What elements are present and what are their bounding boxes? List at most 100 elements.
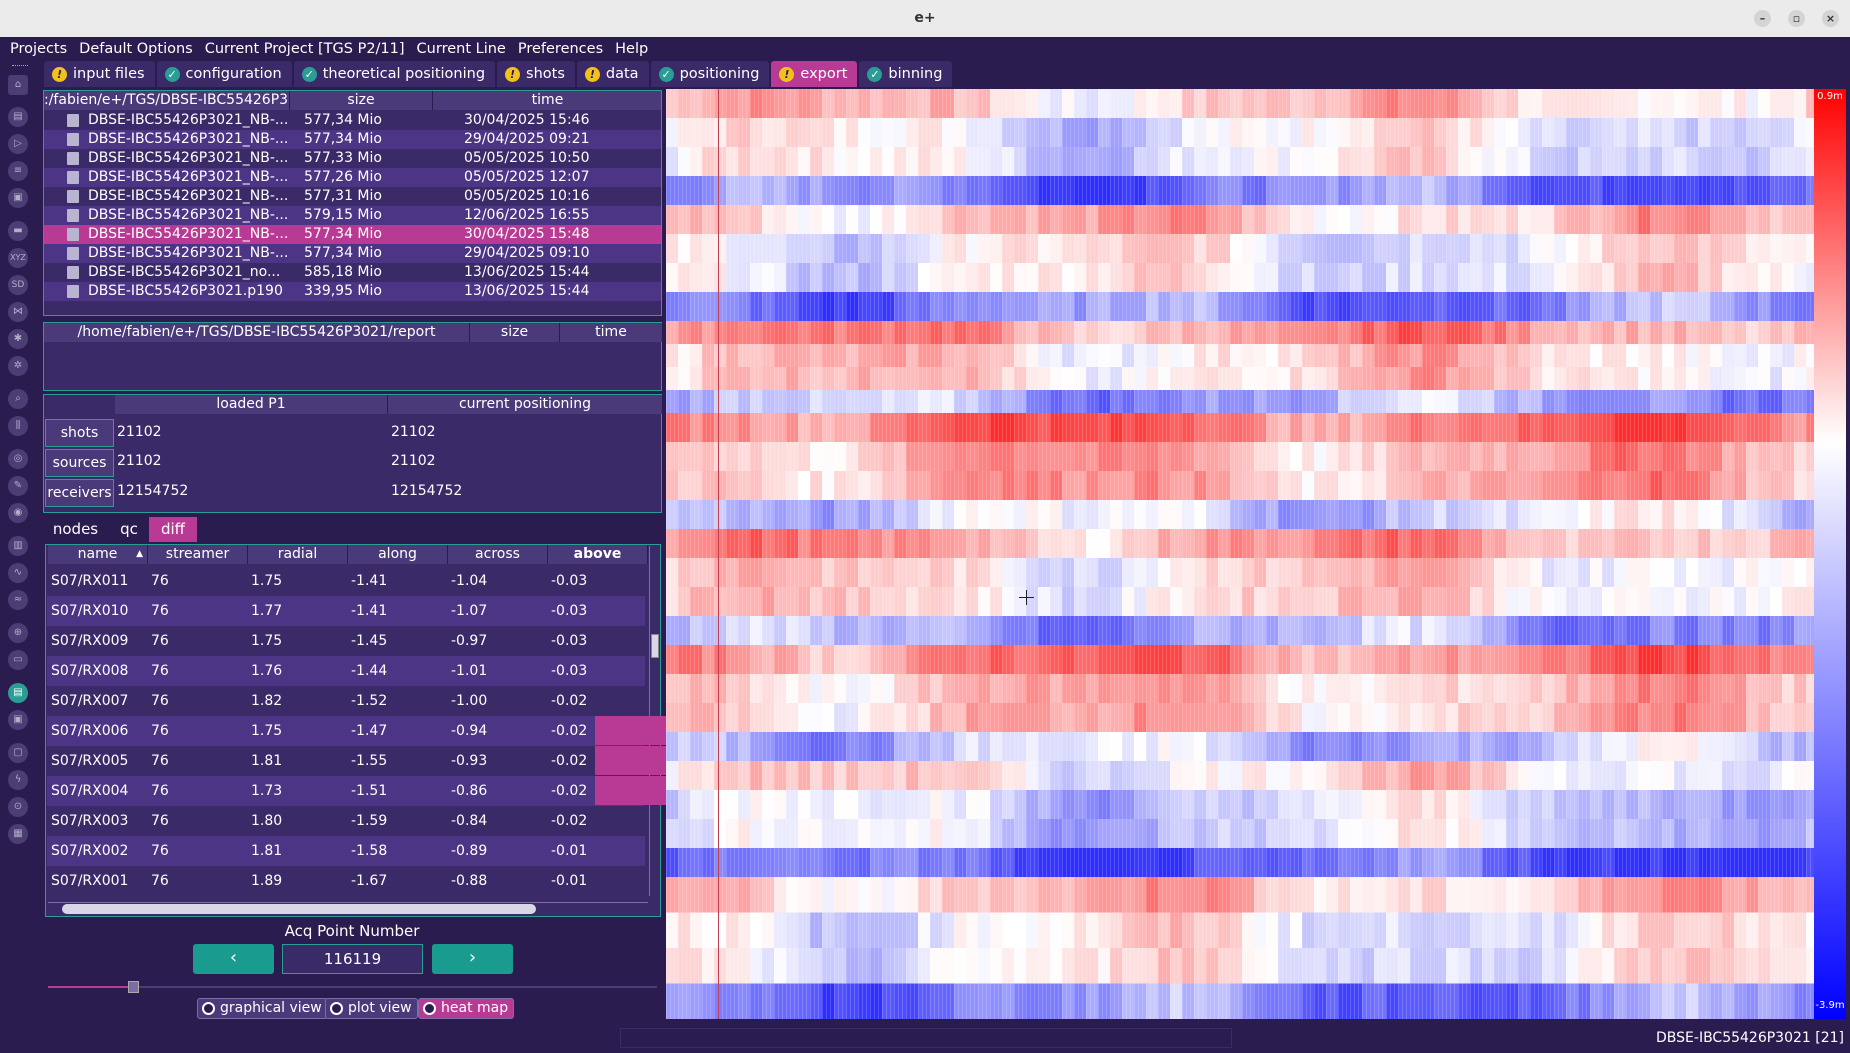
heatmap-cell bbox=[1206, 205, 1219, 235]
heatmap-stripe bbox=[674, 89, 675, 1019]
lock-icon[interactable]: ⌂ bbox=[8, 75, 28, 95]
table-row[interactable]: S07/RX007 76 1.82 -1.52 -1.00 -0.02 bbox=[47, 686, 645, 716]
horizontal-scrollbar[interactable] bbox=[48, 902, 648, 915]
archive-icon[interactable]: ▦ bbox=[8, 824, 28, 844]
pen-icon[interactable]: ✎ bbox=[8, 476, 28, 496]
subtab-diff[interactable]: diff bbox=[149, 517, 197, 542]
heatmap-cell bbox=[1806, 616, 1814, 646]
table-row[interactable]: S07/RX003 76 1.80 -1.59 -0.84 -0.02 bbox=[47, 806, 645, 836]
heatmap-cell bbox=[1506, 819, 1519, 849]
next-acq-button[interactable]: › bbox=[432, 944, 513, 974]
minimize-icon[interactable]: – bbox=[1754, 10, 1771, 27]
camera-icon[interactable]: ◉ bbox=[8, 503, 28, 523]
heatmap-cell bbox=[702, 442, 715, 472]
table-row[interactable]: S07/RX004 76 1.73 -1.51 -0.86 -0.02 bbox=[47, 776, 693, 806]
file-row[interactable]: DBSE-IBC55426P3021_NB-... 577,34 Mio 29/04… bbox=[44, 130, 661, 149]
table-row[interactable]: S07/RX002 76 1.81 -1.58 -0.89 -0.01 bbox=[47, 836, 645, 866]
filter-icon[interactable]: ≡ bbox=[8, 161, 28, 181]
subtab-qc[interactable]: qc bbox=[120, 520, 138, 538]
table-row[interactable]: S07/RX001 76 1.89 -1.67 -0.88 -0.01 bbox=[47, 866, 645, 896]
sd-icon[interactable]: SD bbox=[8, 275, 28, 295]
col-streamer-header[interactable]: streamer bbox=[148, 545, 248, 564]
file-row[interactable]: DBSE-IBC55426P3021.p190 339,95 Mio 13/06/2… bbox=[44, 282, 661, 301]
monitor-icon[interactable]: ▭ bbox=[8, 650, 28, 670]
tab-configuration[interactable]: ✓ configuration bbox=[156, 61, 292, 87]
save-icon[interactable]: ▣ bbox=[8, 188, 28, 208]
file-row[interactable]: DBSE-IBC55426P3021_NB-... 577,31 Mio 05/05… bbox=[44, 187, 661, 206]
menu-current-project[interactable]: Current Project [TGS P2/11] bbox=[204, 41, 405, 57]
network-icon[interactable]: ✱ bbox=[8, 329, 28, 349]
report-icon[interactable]: ▤ bbox=[8, 683, 28, 703]
size-header[interactable]: size bbox=[290, 91, 433, 110]
document-icon[interactable]: ▤ bbox=[8, 107, 28, 127]
wave-icon[interactable]: ∿ bbox=[8, 563, 28, 583]
acq-point-input[interactable]: 116119 bbox=[282, 944, 423, 974]
maximize-icon[interactable]: ▫ bbox=[1788, 10, 1805, 27]
col-radial-header[interactable]: radial bbox=[248, 545, 348, 564]
columns-icon[interactable]: ⫼ bbox=[8, 416, 28, 436]
ruler-icon[interactable]: ▬ bbox=[8, 221, 28, 241]
xyz-icon[interactable]: XYZ bbox=[8, 248, 28, 268]
file-path-header[interactable]: :/fabien/e+/TGS/DBSE-IBC55426P30 bbox=[44, 91, 290, 110]
time-header[interactable]: time bbox=[433, 91, 661, 110]
search-icon[interactable]: ⌕ bbox=[8, 389, 28, 409]
close-icon[interactable]: × bbox=[1822, 10, 1839, 27]
graphical-view-radio[interactable]: graphical view bbox=[197, 998, 328, 1019]
file-row[interactable]: DBSE-IBC55426P3021_NB-... 577,33 Mio 05/05… bbox=[44, 149, 661, 168]
col-name-header[interactable]: name ▲ bbox=[48, 545, 148, 564]
table-row[interactable]: S07/RX009 76 1.75 -1.45 -0.97 -0.03 bbox=[47, 626, 645, 656]
target-icon[interactable]: ⊙ bbox=[8, 797, 28, 817]
file-row[interactable]: DBSE-IBC55426P3021_no... 585,18 Mio 13/06/… bbox=[44, 263, 661, 282]
col-above-header[interactable]: above bbox=[548, 545, 648, 564]
share-icon[interactable]: ⋈ bbox=[8, 302, 28, 322]
gear-icon[interactable]: ✲ bbox=[8, 356, 28, 376]
col-along-header[interactable]: along bbox=[348, 545, 448, 564]
tab-input-files[interactable]: ! input files bbox=[44, 61, 155, 87]
heatmap-view[interactable] bbox=[666, 89, 1814, 1019]
heatmap-cell bbox=[810, 877, 823, 913]
table-row[interactable]: S07/RX005 76 1.81 -1.55 -0.93 -0.02 bbox=[47, 746, 693, 776]
play-icon[interactable]: ▷ bbox=[8, 134, 28, 154]
acq-slider-track[interactable] bbox=[48, 981, 657, 993]
menu-preferences[interactable]: Preferences bbox=[517, 41, 604, 57]
tab-shots[interactable]: ! shots bbox=[497, 61, 575, 87]
bolt-icon[interactable]: ϟ bbox=[8, 770, 28, 790]
signal-icon[interactable]: ≈ bbox=[8, 590, 28, 610]
menu-projects[interactable]: Projects bbox=[10, 41, 68, 57]
menu-help[interactable]: Help bbox=[615, 41, 649, 57]
report-size-header[interactable]: size bbox=[470, 323, 560, 342]
file-row[interactable]: DBSE-IBC55426P3021_NB-... 577,34 Mio 30/04… bbox=[44, 111, 661, 130]
hscroll-thumb[interactable] bbox=[62, 904, 536, 914]
tab-positioning[interactable]: ✓ positioning bbox=[650, 61, 770, 87]
col-across-header[interactable]: across bbox=[448, 545, 548, 564]
file-row[interactable]: DBSE-IBC55426P3021_NB-... 577,34 Mio 30/04… bbox=[44, 225, 661, 244]
heatmap-cell bbox=[894, 413, 907, 443]
acq-slider-handle[interactable] bbox=[128, 981, 139, 993]
scrollbar-thumb[interactable] bbox=[651, 634, 659, 658]
subtab-nodes[interactable]: nodes bbox=[52, 520, 99, 538]
file-row[interactable]: DBSE-IBC55426P3021_NB-... 577,26 Mio 05/05… bbox=[44, 168, 661, 187]
zoom-icon[interactable]: ⊕ bbox=[8, 623, 28, 643]
report-time-header[interactable]: time bbox=[560, 323, 663, 342]
table-row[interactable]: S07/RX010 76 1.77 -1.41 -1.07 -0.03 bbox=[47, 596, 645, 626]
tab-export[interactable]: ! export bbox=[771, 61, 858, 87]
heat-map-radio[interactable]: heat map bbox=[418, 998, 515, 1019]
file-row[interactable]: DBSE-IBC55426P3021_NB-... 577,34 Mio 29/04… bbox=[44, 244, 661, 263]
tab-binning[interactable]: ✓ binning bbox=[859, 61, 953, 87]
file-icon[interactable]: ▢ bbox=[8, 743, 28, 763]
prev-acq-button[interactable]: ‹ bbox=[193, 944, 274, 974]
disk-icon[interactable]: ▣ bbox=[8, 710, 28, 730]
settings-icon[interactable]: ◎ bbox=[8, 449, 28, 469]
table-row[interactable]: S07/RX006 76 1.75 -1.47 -0.94 -0.02 bbox=[47, 716, 693, 746]
page-icon[interactable]: ▥ bbox=[8, 536, 28, 556]
table-row[interactable]: S07/RX011 76 1.75 -1.41 -1.04 -0.03 bbox=[47, 566, 645, 596]
heatmap-canvas[interactable] bbox=[666, 89, 1814, 1019]
table-row[interactable]: S07/RX008 76 1.76 -1.44 -1.01 -0.03 bbox=[47, 656, 645, 686]
tab-theoretical-positioning[interactable]: ✓ theoretical positioning bbox=[293, 61, 496, 87]
file-row[interactable]: DBSE-IBC55426P3021_NB-... 579,15 Mio 12/06… bbox=[44, 206, 661, 225]
tab-data[interactable]: ! data bbox=[576, 61, 649, 87]
menu-current-line[interactable]: Current Line bbox=[416, 41, 506, 57]
report-path-header[interactable]: /home/fabien/e+/TGS/DBSE-IBC55426P3021/r… bbox=[44, 323, 470, 342]
menu-default-options[interactable]: Default Options bbox=[79, 41, 193, 57]
plot-view-radio[interactable]: plot view bbox=[325, 998, 418, 1019]
